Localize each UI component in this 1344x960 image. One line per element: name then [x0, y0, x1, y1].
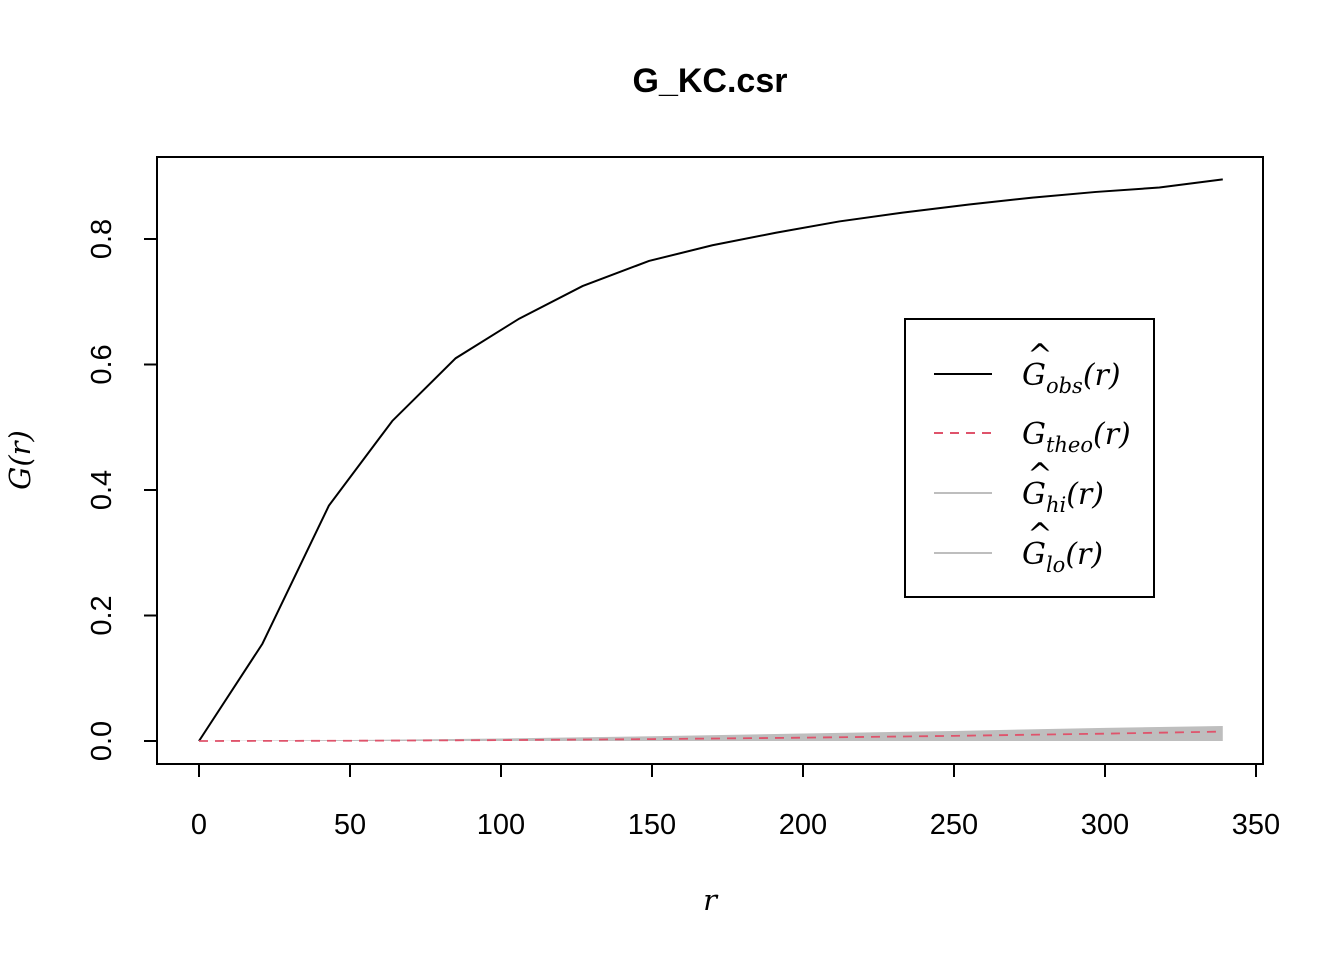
y-tick-label: 0.8 [86, 219, 118, 259]
x-tick-label: 100 [477, 809, 525, 841]
x-axis: 0 50 100 150 200 250 300 350 [191, 763, 1280, 841]
y-tick-label: 0.6 [86, 344, 118, 384]
x-tick-label: 50 [334, 809, 366, 841]
y-tick-label: 0.0 [86, 721, 118, 761]
series-line-0 [198, 178, 1223, 742]
legend-label: Gobs(r) [1022, 358, 1121, 398]
x-axis-label: r [703, 883, 719, 917]
plot-area [198, 178, 1223, 742]
x-tick-label: 150 [628, 809, 676, 841]
x-tick-label: 300 [1081, 809, 1129, 841]
y-axis: 0.0 0.2 0.4 0.6 0.8 [86, 219, 158, 761]
x-tick-label: 250 [930, 809, 978, 841]
legend-box [904, 318, 1155, 598]
chart-title: G_KC.csr [633, 62, 788, 100]
legend-label: Gtheo(r) [1022, 417, 1131, 457]
x-tick-label: 200 [779, 809, 827, 841]
legend-hat: ^ [1027, 457, 1052, 492]
x-tick-label: 350 [1232, 809, 1280, 841]
legend-label: Glo(r) [1022, 537, 1103, 577]
y-tick-label: 0.4 [86, 470, 118, 510]
x-tick-label: 0 [191, 809, 207, 841]
envelope-band [199, 725, 1223, 741]
y-tick-label: 0.2 [86, 595, 118, 635]
legend-label: Ghi(r) [1022, 477, 1104, 517]
y-axis-label: G(r) [3, 430, 37, 490]
series-line-1 [198, 730, 1223, 742]
legend: Gobs(r)^Gtheo(r)Ghi(r)^Glo(r)^ [904, 318, 1155, 598]
legend-hat: ^ [1027, 517, 1052, 552]
legend-hat: ^ [1027, 338, 1052, 373]
